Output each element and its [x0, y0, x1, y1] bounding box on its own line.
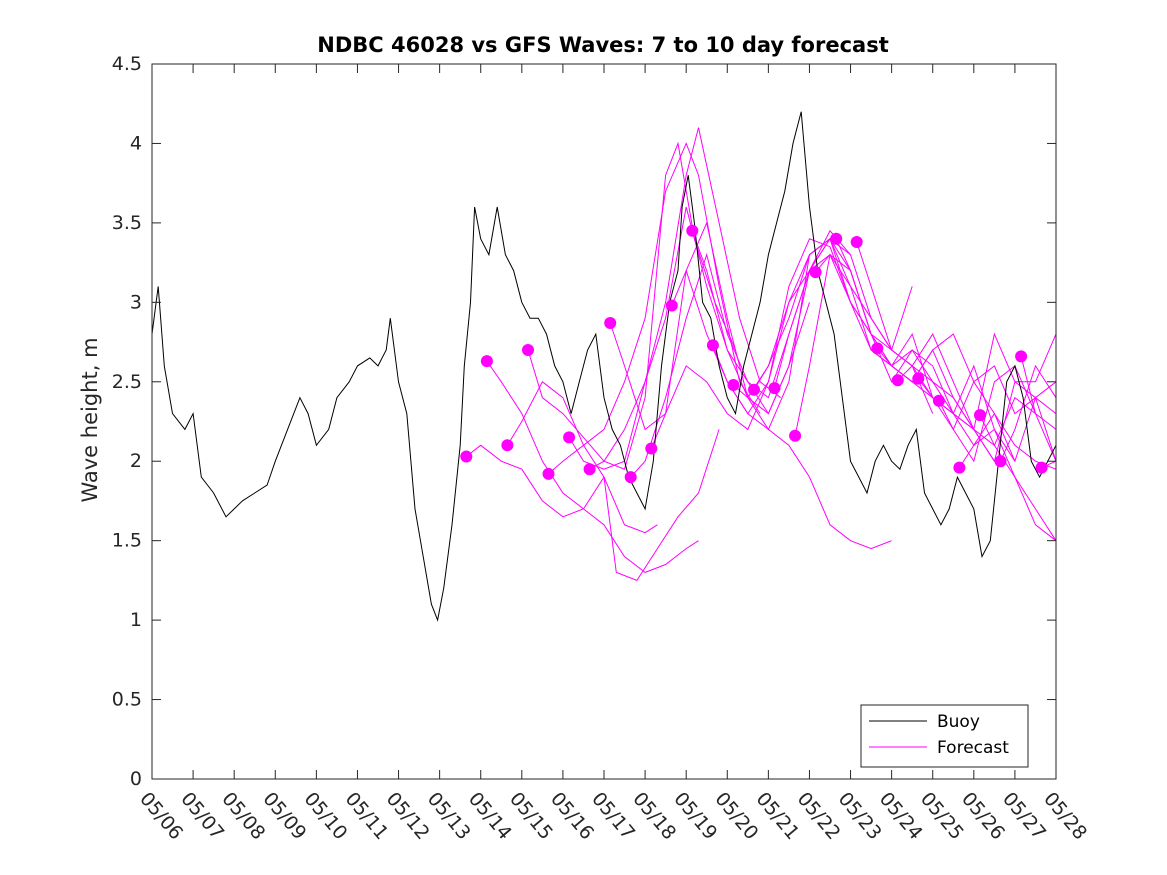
x-tick-label: 05/17 [587, 788, 639, 844]
x-tick-label: 05/10 [300, 788, 352, 844]
x-tick-label: 05/27 [998, 788, 1050, 844]
forecast-line [979, 396, 1057, 447]
forecast-marker [727, 379, 740, 391]
forecast-line [506, 381, 720, 582]
legend-box [860, 704, 1029, 768]
y-tick-label: 2.5 [112, 371, 142, 393]
plot-background [152, 64, 1056, 779]
forecast-line [486, 360, 699, 573]
forecast-line [856, 241, 1057, 541]
x-tick-label: 05/09 [258, 788, 310, 844]
forecast-line [650, 238, 872, 449]
forecast-marker [994, 455, 1007, 468]
plot-area [151, 63, 1057, 780]
x-tick-label: 05/16 [546, 788, 598, 844]
forecast-line [630, 229, 851, 478]
forecast-marker [748, 383, 760, 396]
x-tick-label: 05/13 [423, 788, 475, 844]
y-tick-label: 0.5 [112, 689, 142, 711]
x-tick-label: 05/28 [1039, 788, 1091, 844]
forecast-marker [891, 374, 904, 387]
x-tick-label: 05/06 [135, 788, 187, 844]
y-axis-label: Wave height, m [78, 337, 102, 502]
x-tick-label: 05/25 [916, 788, 968, 844]
forecast-line [938, 380, 1057, 470]
y-tick-label: 3 [130, 291, 142, 313]
y-tick-label: 4.5 [112, 53, 142, 75]
forecast-marker [563, 431, 576, 444]
legend: Buoy Forecast [860, 704, 1029, 768]
legend-label-buoy: Buoy [937, 712, 980, 732]
y-axis: 0 0.5 1 1.5 2 2.5 3 3.5 4 4.5 [112, 53, 1056, 790]
forecast-line [548, 142, 761, 475]
x-tick-label: 05/23 [834, 788, 886, 844]
x-tick-label: 05/22 [793, 788, 845, 844]
forecast-line [876, 332, 1057, 431]
y-tick-label: 3.5 [112, 212, 142, 234]
forecast-marker [912, 372, 925, 385]
forecast-line [794, 253, 1016, 462]
forecast-marker [501, 439, 514, 452]
y-tick-label: 4 [130, 132, 142, 154]
forecast-marker [953, 461, 966, 474]
forecast-line [1020, 356, 1057, 462]
forecast-marker [1035, 461, 1048, 474]
forecast-marker [974, 409, 986, 422]
forecast-line [465, 444, 658, 534]
legend-label-forecast: Forecast [937, 738, 1009, 758]
forecast-marker [460, 450, 473, 463]
forecast-line [527, 141, 736, 470]
forecast-marker [809, 266, 822, 279]
forecast-marker [522, 344, 534, 356]
x-tick-label: 05/24 [875, 788, 927, 844]
forecast-marker [850, 236, 863, 248]
forecast-marker [686, 224, 699, 237]
forecast-line [671, 269, 892, 550]
x-tick-label: 05/07 [176, 788, 228, 844]
forecast-marker [604, 317, 617, 329]
forecast-marker [480, 355, 493, 368]
x-tick-label: 05/19 [669, 788, 721, 844]
forecast-line [958, 428, 1057, 542]
x-tick-label: 05/26 [957, 788, 1009, 844]
x-tick-label: 05/12 [382, 788, 434, 844]
forecast-line [897, 333, 1057, 463]
forecast-lines [465, 127, 1057, 582]
forecast-marker [706, 339, 719, 352]
y-tick-label: 1.5 [112, 530, 142, 552]
x-tick-label: 05/20 [710, 788, 762, 844]
forecast-marker [665, 299, 678, 312]
forecast-marker [932, 394, 945, 407]
buoy-line-group [151, 111, 1057, 622]
x-tick-label: 05/08 [217, 788, 269, 844]
y-tick-label: 1 [130, 609, 142, 631]
forecast-line [1000, 364, 1057, 462]
forecast-marker [542, 467, 555, 480]
forecast-marker [583, 463, 596, 476]
forecast-marker [768, 382, 781, 395]
x-tick-label: 05/21 [752, 788, 804, 844]
y-tick-label: 2 [130, 450, 142, 472]
forecast-marker [789, 429, 802, 442]
forecast-marker [645, 442, 658, 455]
chart-title: NDBC 46028 vs GFS Waves: 7 to 10 day for… [317, 33, 888, 57]
forecast-line [568, 127, 782, 470]
forecast-marker [624, 471, 637, 484]
x-tick-label: 05/15 [505, 788, 557, 844]
forecast-line [609, 221, 831, 431]
x-tick-label: 05/18 [628, 788, 680, 844]
x-tick-label: 05/11 [341, 788, 393, 844]
y-tick-label: 0 [130, 768, 142, 790]
x-tick-label: 05/14 [464, 788, 516, 844]
forecast-marker [1015, 350, 1028, 363]
forecast-marker [830, 232, 843, 245]
forecast-line [835, 238, 1057, 415]
forecast-marker [871, 342, 884, 355]
buoy-line [151, 111, 1057, 622]
forecast-markers [460, 224, 1048, 484]
